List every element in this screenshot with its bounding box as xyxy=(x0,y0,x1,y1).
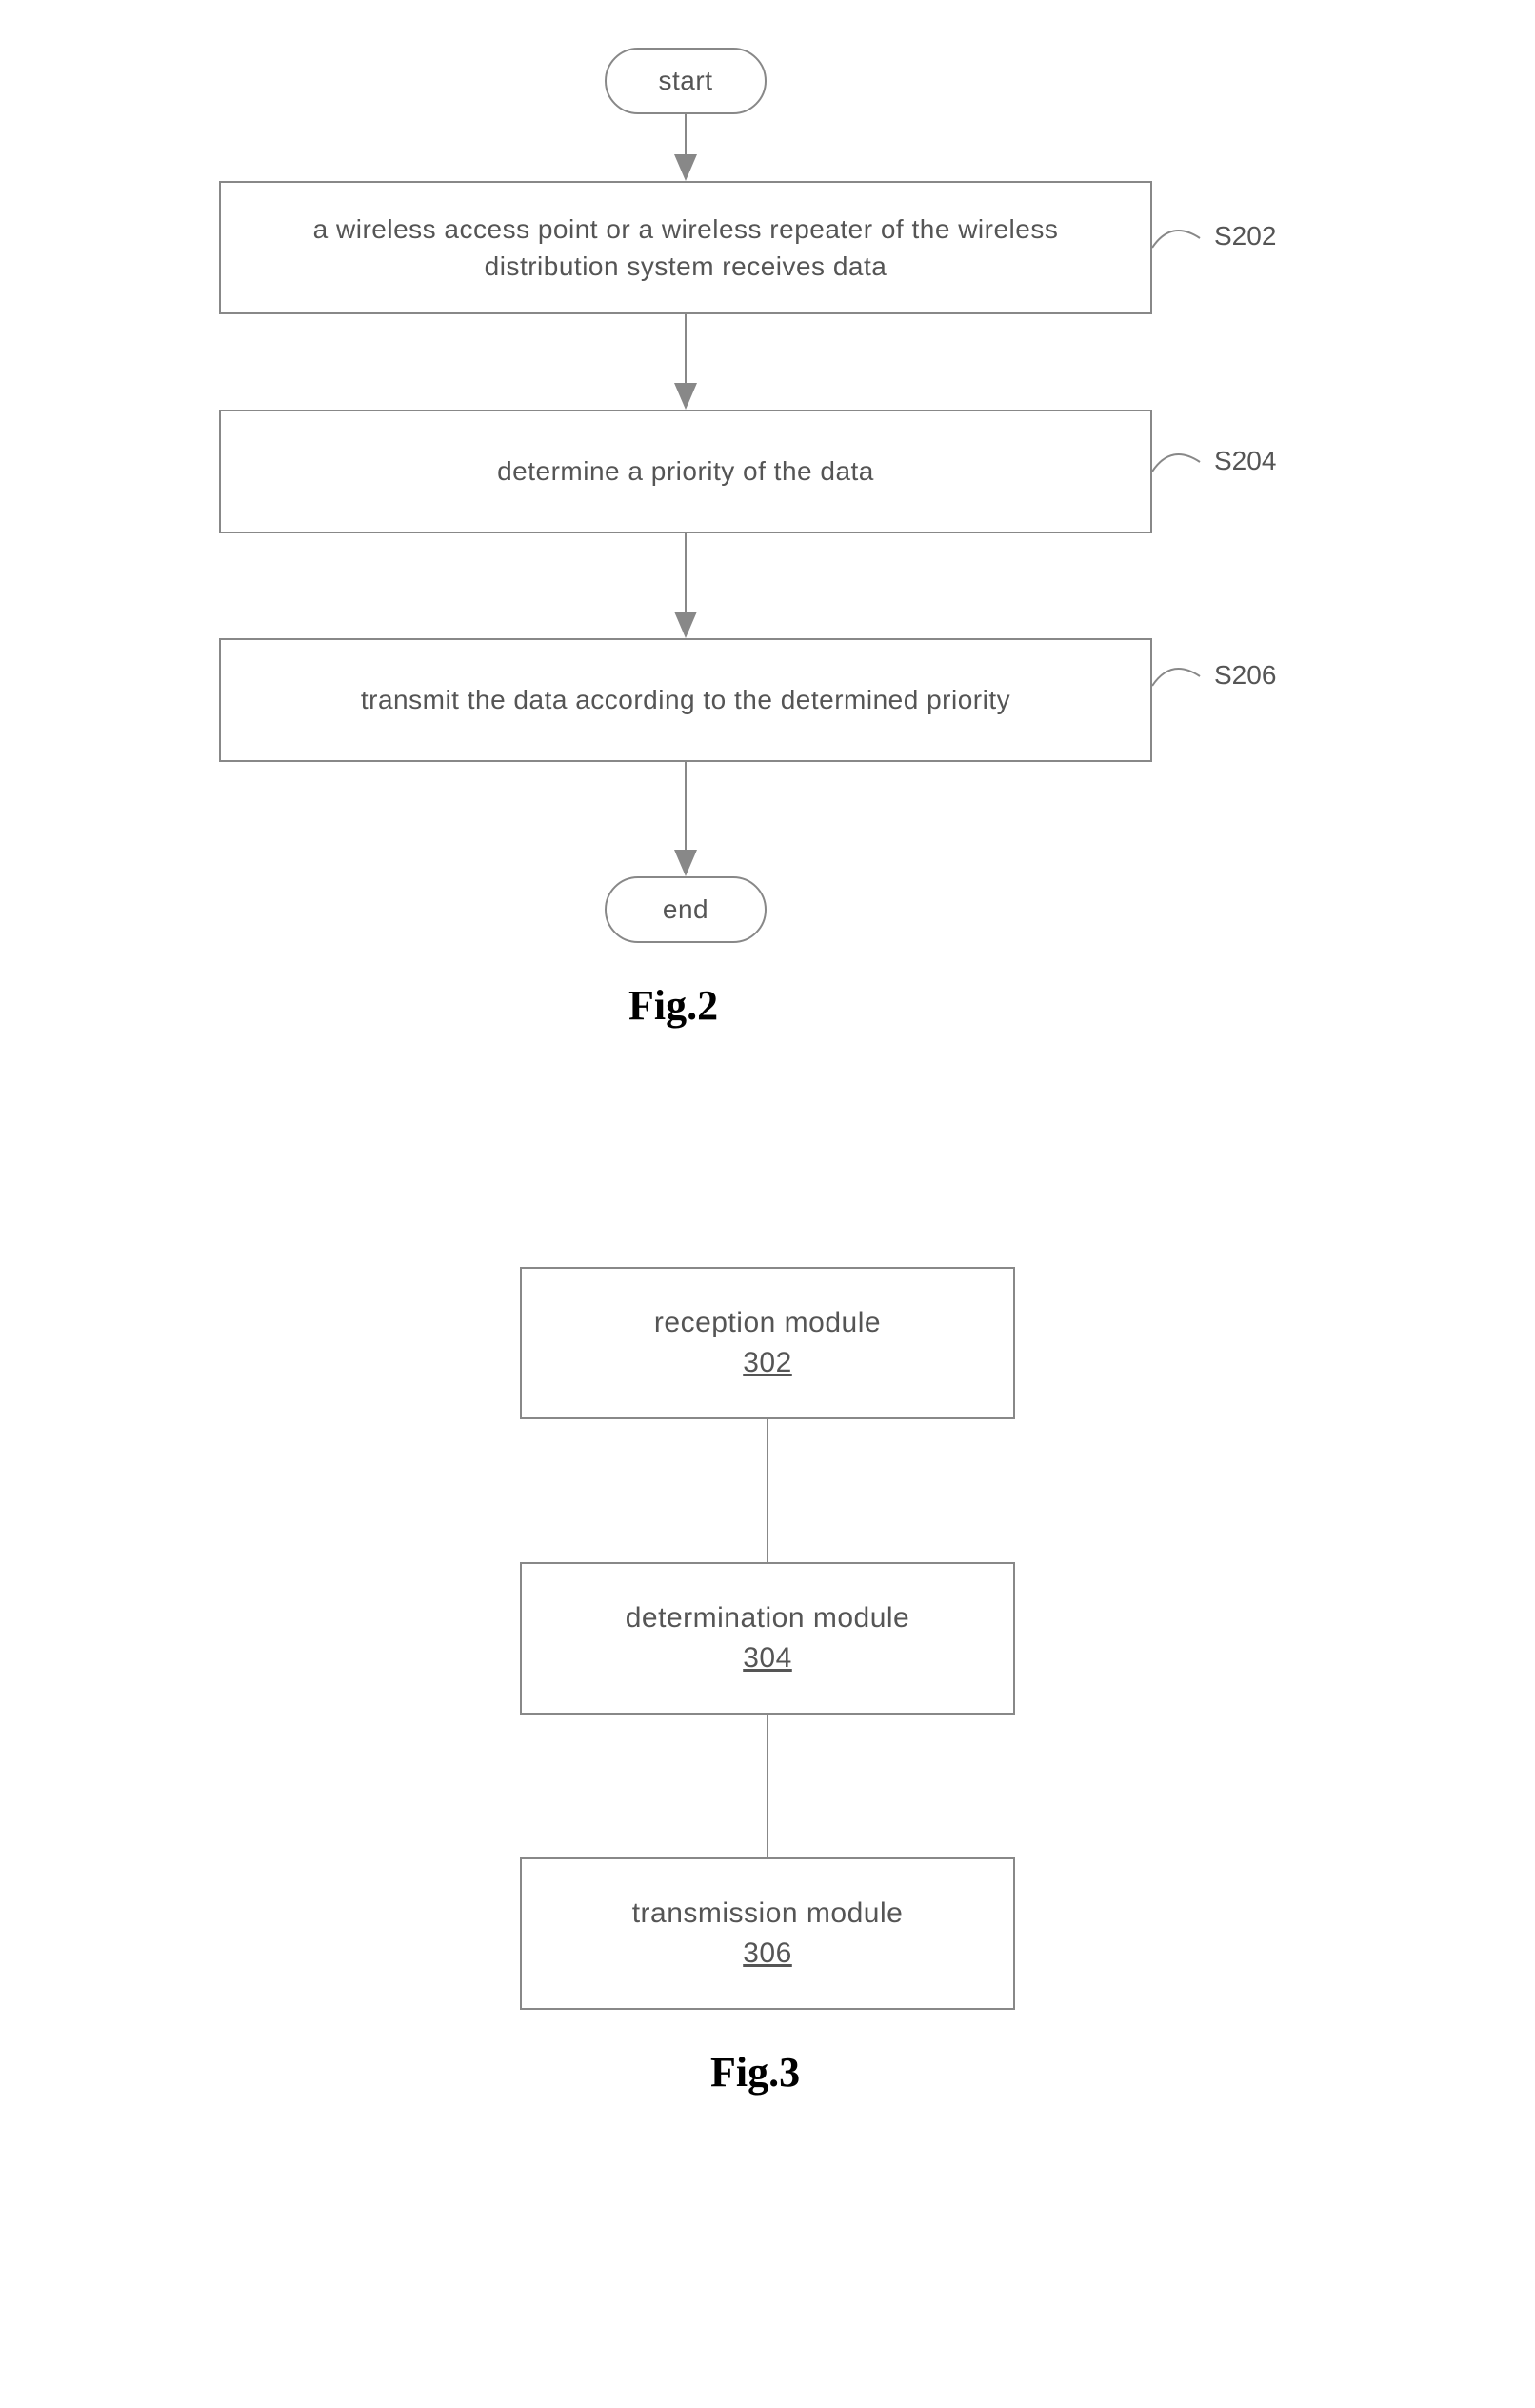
start-label: start xyxy=(659,66,713,96)
label-curve-s202 xyxy=(1152,231,1200,248)
fig3-caption: Fig.3 xyxy=(710,2048,800,2097)
module-determination: determination module 304 xyxy=(520,1562,1015,1715)
module-transmission: transmission module 306 xyxy=(520,1857,1015,2010)
process-s202-text: a wireless access point or a wireless re… xyxy=(249,211,1122,285)
module-transmission-num: 306 xyxy=(743,1937,792,1970)
end-label: end xyxy=(663,894,708,925)
label-s206: S206 xyxy=(1214,660,1276,691)
process-s206: transmit the data according to the deter… xyxy=(219,638,1152,762)
module-reception-num: 302 xyxy=(743,1347,792,1379)
fig2-caption: Fig.2 xyxy=(628,981,718,1030)
process-s202: a wireless access point or a wireless re… xyxy=(219,181,1152,314)
start-terminator: start xyxy=(605,48,767,114)
process-s204-text: determine a priority of the data xyxy=(497,456,874,487)
label-curve-s206 xyxy=(1152,669,1200,686)
module-determination-name: determination module xyxy=(626,1602,910,1635)
module-transmission-name: transmission module xyxy=(632,1897,904,1930)
module-reception-name: reception module xyxy=(654,1307,881,1339)
module-reception: reception module 302 xyxy=(520,1267,1015,1419)
process-s206-text: transmit the data according to the deter… xyxy=(361,685,1010,715)
end-terminator: end xyxy=(605,876,767,943)
diagram-canvas: start a wireless access point or a wirel… xyxy=(0,0,1535,2408)
label-s202: S202 xyxy=(1214,221,1276,251)
connectors-svg xyxy=(0,0,1535,2408)
label-s204: S204 xyxy=(1214,446,1276,476)
process-s204: determine a priority of the data xyxy=(219,410,1152,533)
label-curve-s204 xyxy=(1152,454,1200,472)
module-determination-num: 304 xyxy=(743,1642,792,1675)
